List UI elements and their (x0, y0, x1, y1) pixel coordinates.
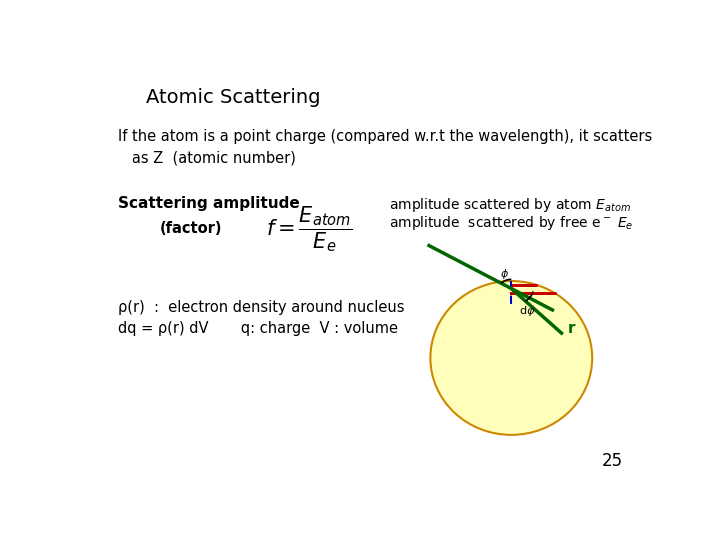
Text: If the atom is a point charge (compared w.r.t the wavelength), it scatters: If the atom is a point charge (compared … (118, 129, 652, 144)
Polygon shape (511, 285, 555, 293)
Text: dq = ρ(r) dV       q: charge  V : volume: dq = ρ(r) dV q: charge V : volume (118, 321, 398, 335)
Text: (factor): (factor) (160, 221, 222, 236)
Text: 25: 25 (602, 452, 623, 470)
Text: $f = \dfrac{E_{atom}}{E_e}$: $f = \dfrac{E_{atom}}{E_e}$ (266, 204, 352, 254)
Text: ρ(r)  :  electron density around nucleus: ρ(r) : electron density around nucleus (118, 300, 405, 315)
Ellipse shape (431, 281, 593, 435)
Text: Scattering amplitude: Scattering amplitude (118, 196, 300, 211)
Text: $\phi$: $\phi$ (500, 267, 509, 281)
Text: amplitude scattered by atom $E_{atom}$: amplitude scattered by atom $E_{atom}$ (389, 196, 631, 214)
Text: as Z  (atomic number): as Z (atomic number) (118, 150, 296, 165)
Text: r: r (568, 321, 576, 336)
Text: amplitude  scattered by free e$^-$ $E_e$: amplitude scattered by free e$^-$ $E_e$ (389, 214, 633, 233)
Text: Atomic Scattering: Atomic Scattering (145, 87, 320, 107)
Text: d$\varphi$: d$\varphi$ (519, 305, 535, 318)
